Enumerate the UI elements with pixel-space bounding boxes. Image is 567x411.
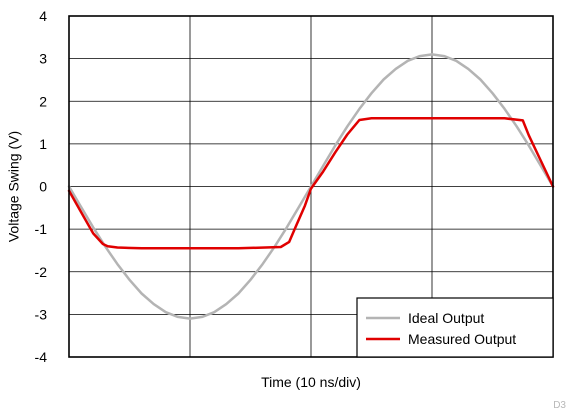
y-axis-label: Voltage Swing (V) [6,131,22,242]
series-line-measured-output [67,117,555,250]
plot-frame [68,15,554,358]
y-tick-label: 2 [39,93,47,109]
y-tick-label: 3 [39,51,47,67]
legend-box [356,297,554,358]
legend-label-ideal-output: Ideal Output [408,310,484,326]
legend: Ideal Output Measured Output [356,297,554,358]
y-tick-label: 4 [39,8,47,24]
y-tick-label: 0 [39,179,47,195]
grid-lines [69,16,553,357]
y-tick-label: -4 [35,349,48,365]
y-tick-label: -3 [35,306,48,322]
series-layer [67,53,555,320]
y-tick-label: -2 [35,264,48,280]
y-tick-labels: -4 -3 -2 -1 0 1 2 3 4 [35,8,48,365]
figure-id-tag: D3 [553,400,566,411]
y-tick-label: 1 [39,136,47,152]
y-tick-label: -1 [35,221,48,237]
x-axis-label: Time (10 ns/div) [261,374,361,390]
legend-label-measured-output: Measured Output [408,331,516,347]
